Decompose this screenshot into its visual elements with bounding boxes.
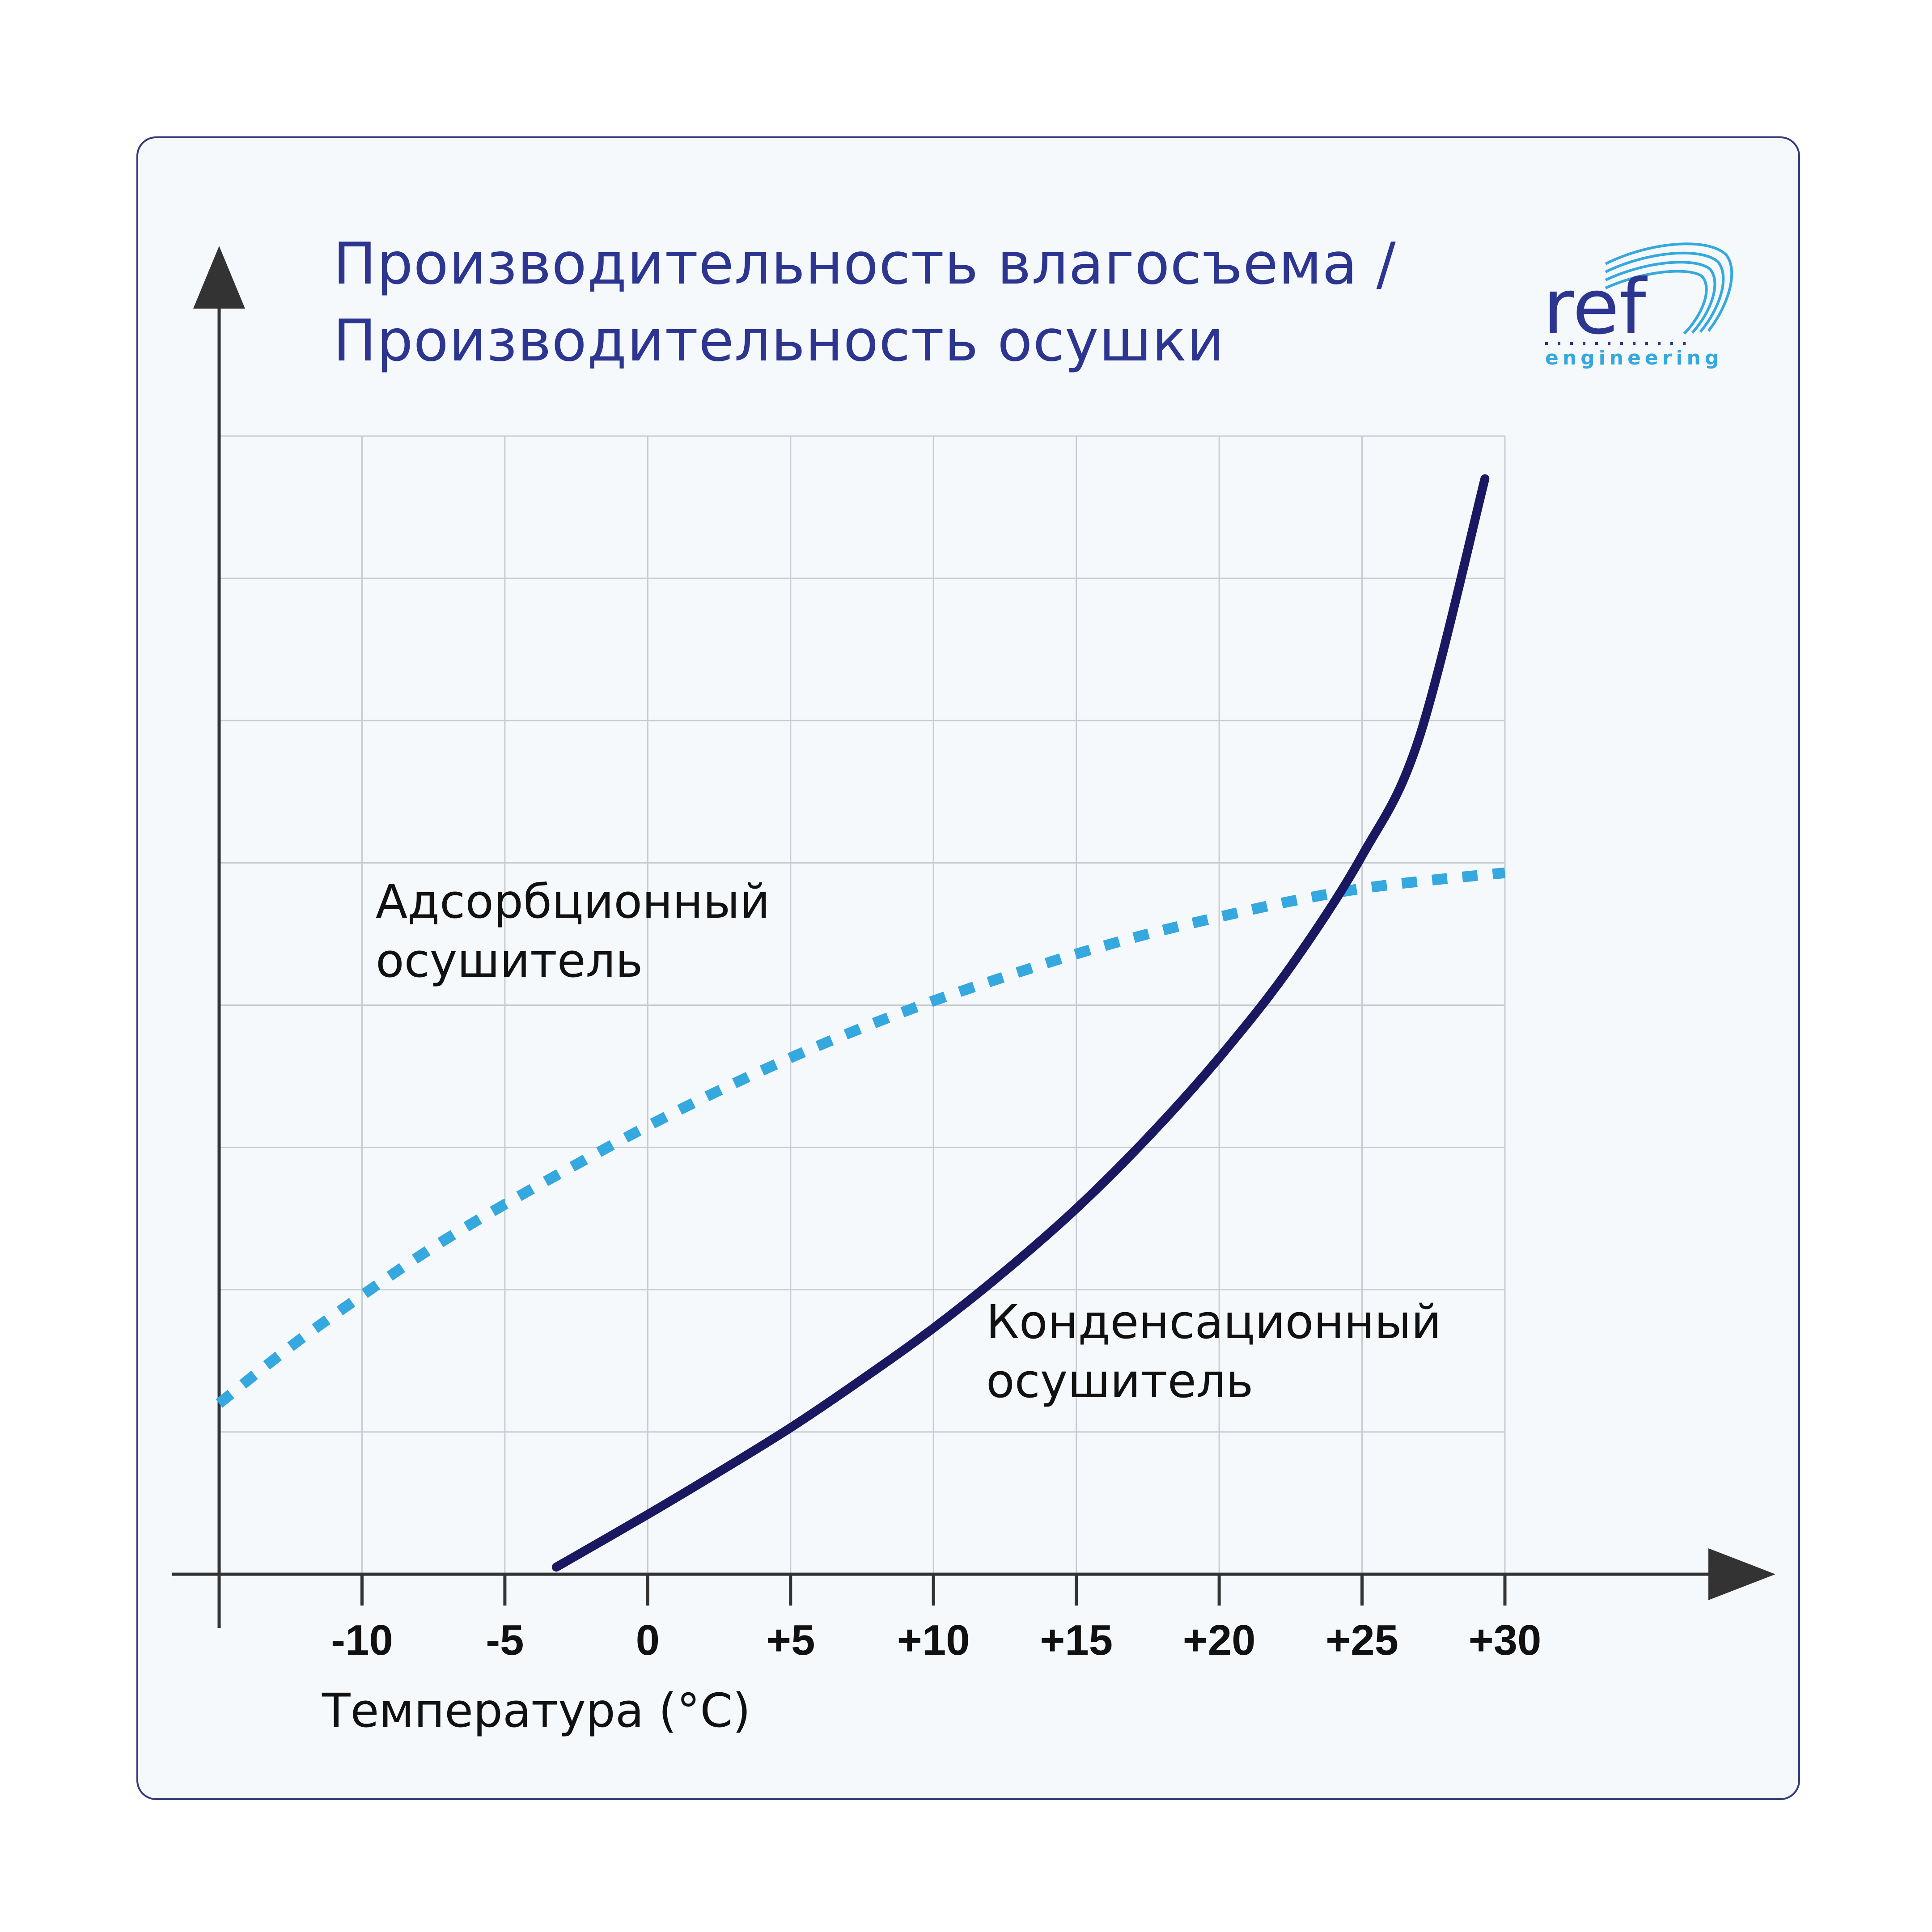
chart-title-line-2: Производительность осушки: [333, 308, 1225, 374]
series-adsorption-line: [216, 867, 1506, 1408]
axes: [172, 246, 1775, 1628]
x-tick-label: 0: [636, 1616, 660, 1664]
logo-subtitle: engineering: [1545, 347, 1723, 369]
y-axis-arrow: [193, 246, 245, 309]
series-label-adsorption: Адсорбционный осушитель: [376, 872, 770, 990]
chart-title-line-1: Производительность влагосъема /: [333, 231, 1396, 297]
x-axis-label: Температура (°C): [322, 1683, 751, 1738]
grid: [218, 435, 1506, 1574]
x-tick-label: +20: [1183, 1616, 1256, 1664]
x-tick-label: +10: [897, 1616, 970, 1664]
x-ticks: -10 -5 0 +5 +10 +15 +20 +25 +30: [331, 1574, 1541, 1664]
series-condensation-line: [551, 474, 1490, 1572]
series: [216, 474, 1506, 1572]
ref-engineering-logo: ref engineering: [1543, 242, 1733, 369]
series-label-adsorption-line-2: осушитель: [376, 933, 643, 988]
x-axis-arrow: [1708, 1548, 1775, 1600]
chart-title: Производительность влагосъема / Производ…: [333, 226, 1396, 380]
logo-word: ref: [1543, 263, 1648, 352]
x-tick-label: -10: [331, 1616, 393, 1664]
x-tick-label: +30: [1469, 1616, 1542, 1664]
x-tick-label: -5: [486, 1616, 524, 1664]
x-tick-label: +5: [766, 1616, 815, 1664]
chart-card: [136, 136, 1800, 1800]
series-label-condensation-line-2: осушитель: [986, 1354, 1254, 1408]
x-tick-label: +15: [1040, 1616, 1113, 1664]
series-label-condensation-line-1: Конденсационный: [986, 1295, 1441, 1349]
x-tick-label: +25: [1326, 1616, 1398, 1664]
series-label-condensation: Конденсационный осушитель: [986, 1292, 1441, 1411]
series-label-adsorption-line-1: Адсорбционный: [376, 874, 770, 929]
